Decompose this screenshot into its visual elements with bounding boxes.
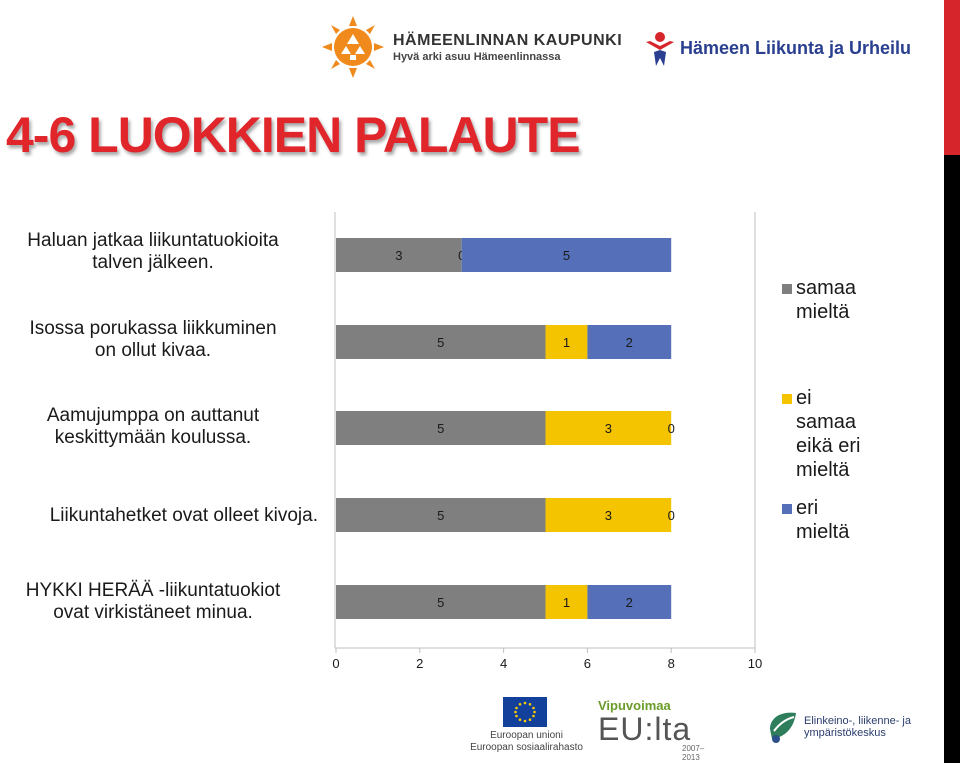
category-label-2: Aamujumppa on auttanut keskittymään koul… [46,405,260,448]
data-label-0-series-1: 0 [458,248,465,263]
city-logo-line2: Hyvä arki asuu Hämeenlinnassa [393,51,561,63]
bar-0-series-2 [461,238,672,272]
bar-3-series-0 [336,498,546,532]
category-label-0: Haluan jatkaa liikuntatuokioita talven j… [27,230,279,273]
bar-1-series-1 [545,325,588,359]
data-label-3-series-0: 5 [437,508,444,523]
x-tick-label-3: 6 [584,656,591,671]
city-crest-icon [322,16,384,78]
x-tick-label-4: 8 [668,656,675,671]
ely-logo-text: Elinkeino-, liikenne- ja ympäristökeskus [804,715,911,739]
data-label-4-series-1: 1 [563,595,570,610]
x-tick-label-5: 10 [748,656,762,671]
data-label-4-series-2: 2 [626,595,633,610]
vipuvoimaa-logo: Vipuvoimaa EU:lta 2007–2013 [598,698,705,762]
sport-figure-icon [646,32,674,66]
bars-group: 3 0 5 5 1 2 5 3 0 5 3 0 5 1 2 [336,238,675,619]
data-label-2-series-0: 5 [437,421,444,436]
x-tick-label-0: 0 [332,656,339,671]
sport-logo-text: Hämeen Liikunta ja Urheilu [680,38,912,58]
legend-swatch-0 [782,284,792,294]
x-tick-label-2: 4 [500,656,507,671]
city-logo-text: HÄMEENLINNAN KAUPUNKI Hyvä arki asuu Häm… [393,32,622,63]
data-label-0-series-2: 5 [563,248,570,263]
eu-logo-text: Euroopan unioni Euroopan sosiaalirahasto [470,730,583,753]
bar-2-series-0 [336,411,546,445]
city-logo-line1: HÄMEENLINNAN KAUPUNKI [393,32,623,49]
bar-4-series-1 [545,585,588,619]
data-label-3-series-1: 3 [605,508,612,523]
legend-swatch-1 [782,394,792,404]
slide-accent-bar [944,0,960,155]
data-label-1-series-1: 1 [563,335,570,350]
data-label-4-series-0: 5 [437,595,444,610]
bar-4-series-2 [587,585,672,619]
data-label-0-series-0: 3 [395,248,402,263]
x-ticks-group: 0 2 4 6 8 10 [332,648,762,671]
data-label-1-series-2: 2 [626,335,633,350]
slide-title: 4-6 LUOKKIEN PALAUTE [6,107,581,163]
bar-3-series-1 [545,498,672,532]
data-label-2-series-1: 3 [605,421,612,436]
legend-swatch-2 [782,504,792,514]
ely-leaf-icon [770,712,796,743]
category-label-1: Isossa porukassa liikkuminen on ollut ki… [29,318,277,361]
data-label-3-series-2: 0 [668,508,675,523]
data-label-1-series-0: 5 [437,335,444,350]
slide-edge-bar [944,155,960,763]
category-label-4: HYKKI HERÄÄ -liikuntatuokiot ovat virkis… [25,580,281,623]
data-label-2-series-2: 0 [668,421,675,436]
bar-1-series-0 [336,325,546,359]
eu-flag-icon [503,697,547,727]
bar-1-series-2 [587,325,672,359]
bar-4-series-0 [336,585,546,619]
bar-0-series-0 [336,238,462,272]
bar-2-series-1 [545,411,672,445]
category-label-3: Liikuntahetket ovat olleet kivoja. [49,505,318,526]
x-tick-label-1: 2 [416,656,423,671]
